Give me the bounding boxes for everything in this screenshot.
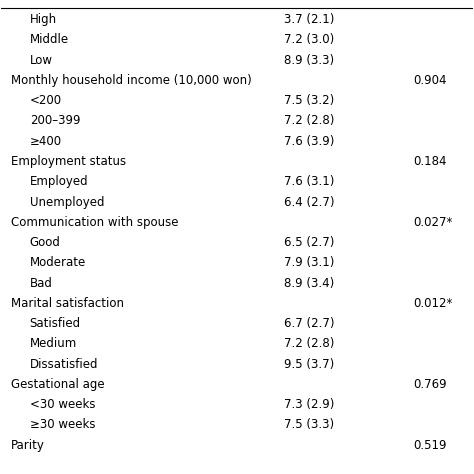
Text: Parity: Parity — [11, 438, 45, 452]
Text: 7.3 (2.9): 7.3 (2.9) — [284, 398, 335, 411]
Text: 7.5 (3.2): 7.5 (3.2) — [284, 94, 334, 107]
Text: 7.6 (3.9): 7.6 (3.9) — [284, 135, 335, 148]
Text: <200: <200 — [30, 94, 62, 107]
Text: Dissatisfied: Dissatisfied — [30, 357, 98, 371]
Text: 0.904: 0.904 — [414, 74, 447, 87]
Text: 6.5 (2.7): 6.5 (2.7) — [284, 236, 335, 249]
Text: 7.2 (3.0): 7.2 (3.0) — [284, 34, 334, 46]
Text: Satisfied: Satisfied — [30, 317, 81, 330]
Text: ≥30 weeks: ≥30 weeks — [30, 419, 95, 431]
Text: Middle: Middle — [30, 34, 69, 46]
Text: ≥400: ≥400 — [30, 135, 62, 148]
Text: 0.769: 0.769 — [414, 378, 447, 391]
Text: 0.012*: 0.012* — [414, 297, 453, 310]
Text: 7.2 (2.8): 7.2 (2.8) — [284, 115, 335, 128]
Text: Communication with spouse: Communication with spouse — [11, 216, 178, 229]
Text: 6.4 (2.7): 6.4 (2.7) — [284, 196, 335, 209]
Text: Employed: Employed — [30, 175, 88, 188]
Text: <30 weeks: <30 weeks — [30, 398, 95, 411]
Text: Bad: Bad — [30, 277, 53, 290]
Text: 7.2 (2.8): 7.2 (2.8) — [284, 337, 335, 350]
Text: Unemployed: Unemployed — [30, 196, 104, 209]
Text: Low: Low — [30, 54, 53, 67]
Text: Moderate: Moderate — [30, 256, 86, 269]
Text: Employment status: Employment status — [11, 155, 126, 168]
Text: 0.184: 0.184 — [414, 155, 447, 168]
Text: 0.519: 0.519 — [414, 438, 447, 452]
Text: 3.7 (2.1): 3.7 (2.1) — [284, 13, 335, 26]
Text: Marital satisfaction: Marital satisfaction — [11, 297, 124, 310]
Text: 8.9 (3.4): 8.9 (3.4) — [284, 277, 334, 290]
Text: 7.5 (3.3): 7.5 (3.3) — [284, 419, 334, 431]
Text: High: High — [30, 13, 57, 26]
Text: 7.6 (3.1): 7.6 (3.1) — [284, 175, 335, 188]
Text: Medium: Medium — [30, 337, 77, 350]
Text: 0.027*: 0.027* — [414, 216, 453, 229]
Text: Good: Good — [30, 236, 61, 249]
Text: 9.5 (3.7): 9.5 (3.7) — [284, 357, 334, 371]
Text: 6.7 (2.7): 6.7 (2.7) — [284, 317, 335, 330]
Text: Gestational age: Gestational age — [11, 378, 104, 391]
Text: 8.9 (3.3): 8.9 (3.3) — [284, 54, 334, 67]
Text: 200–399: 200–399 — [30, 115, 80, 128]
Text: Monthly household income (10,000 won): Monthly household income (10,000 won) — [11, 74, 252, 87]
Text: 7.9 (3.1): 7.9 (3.1) — [284, 256, 335, 269]
